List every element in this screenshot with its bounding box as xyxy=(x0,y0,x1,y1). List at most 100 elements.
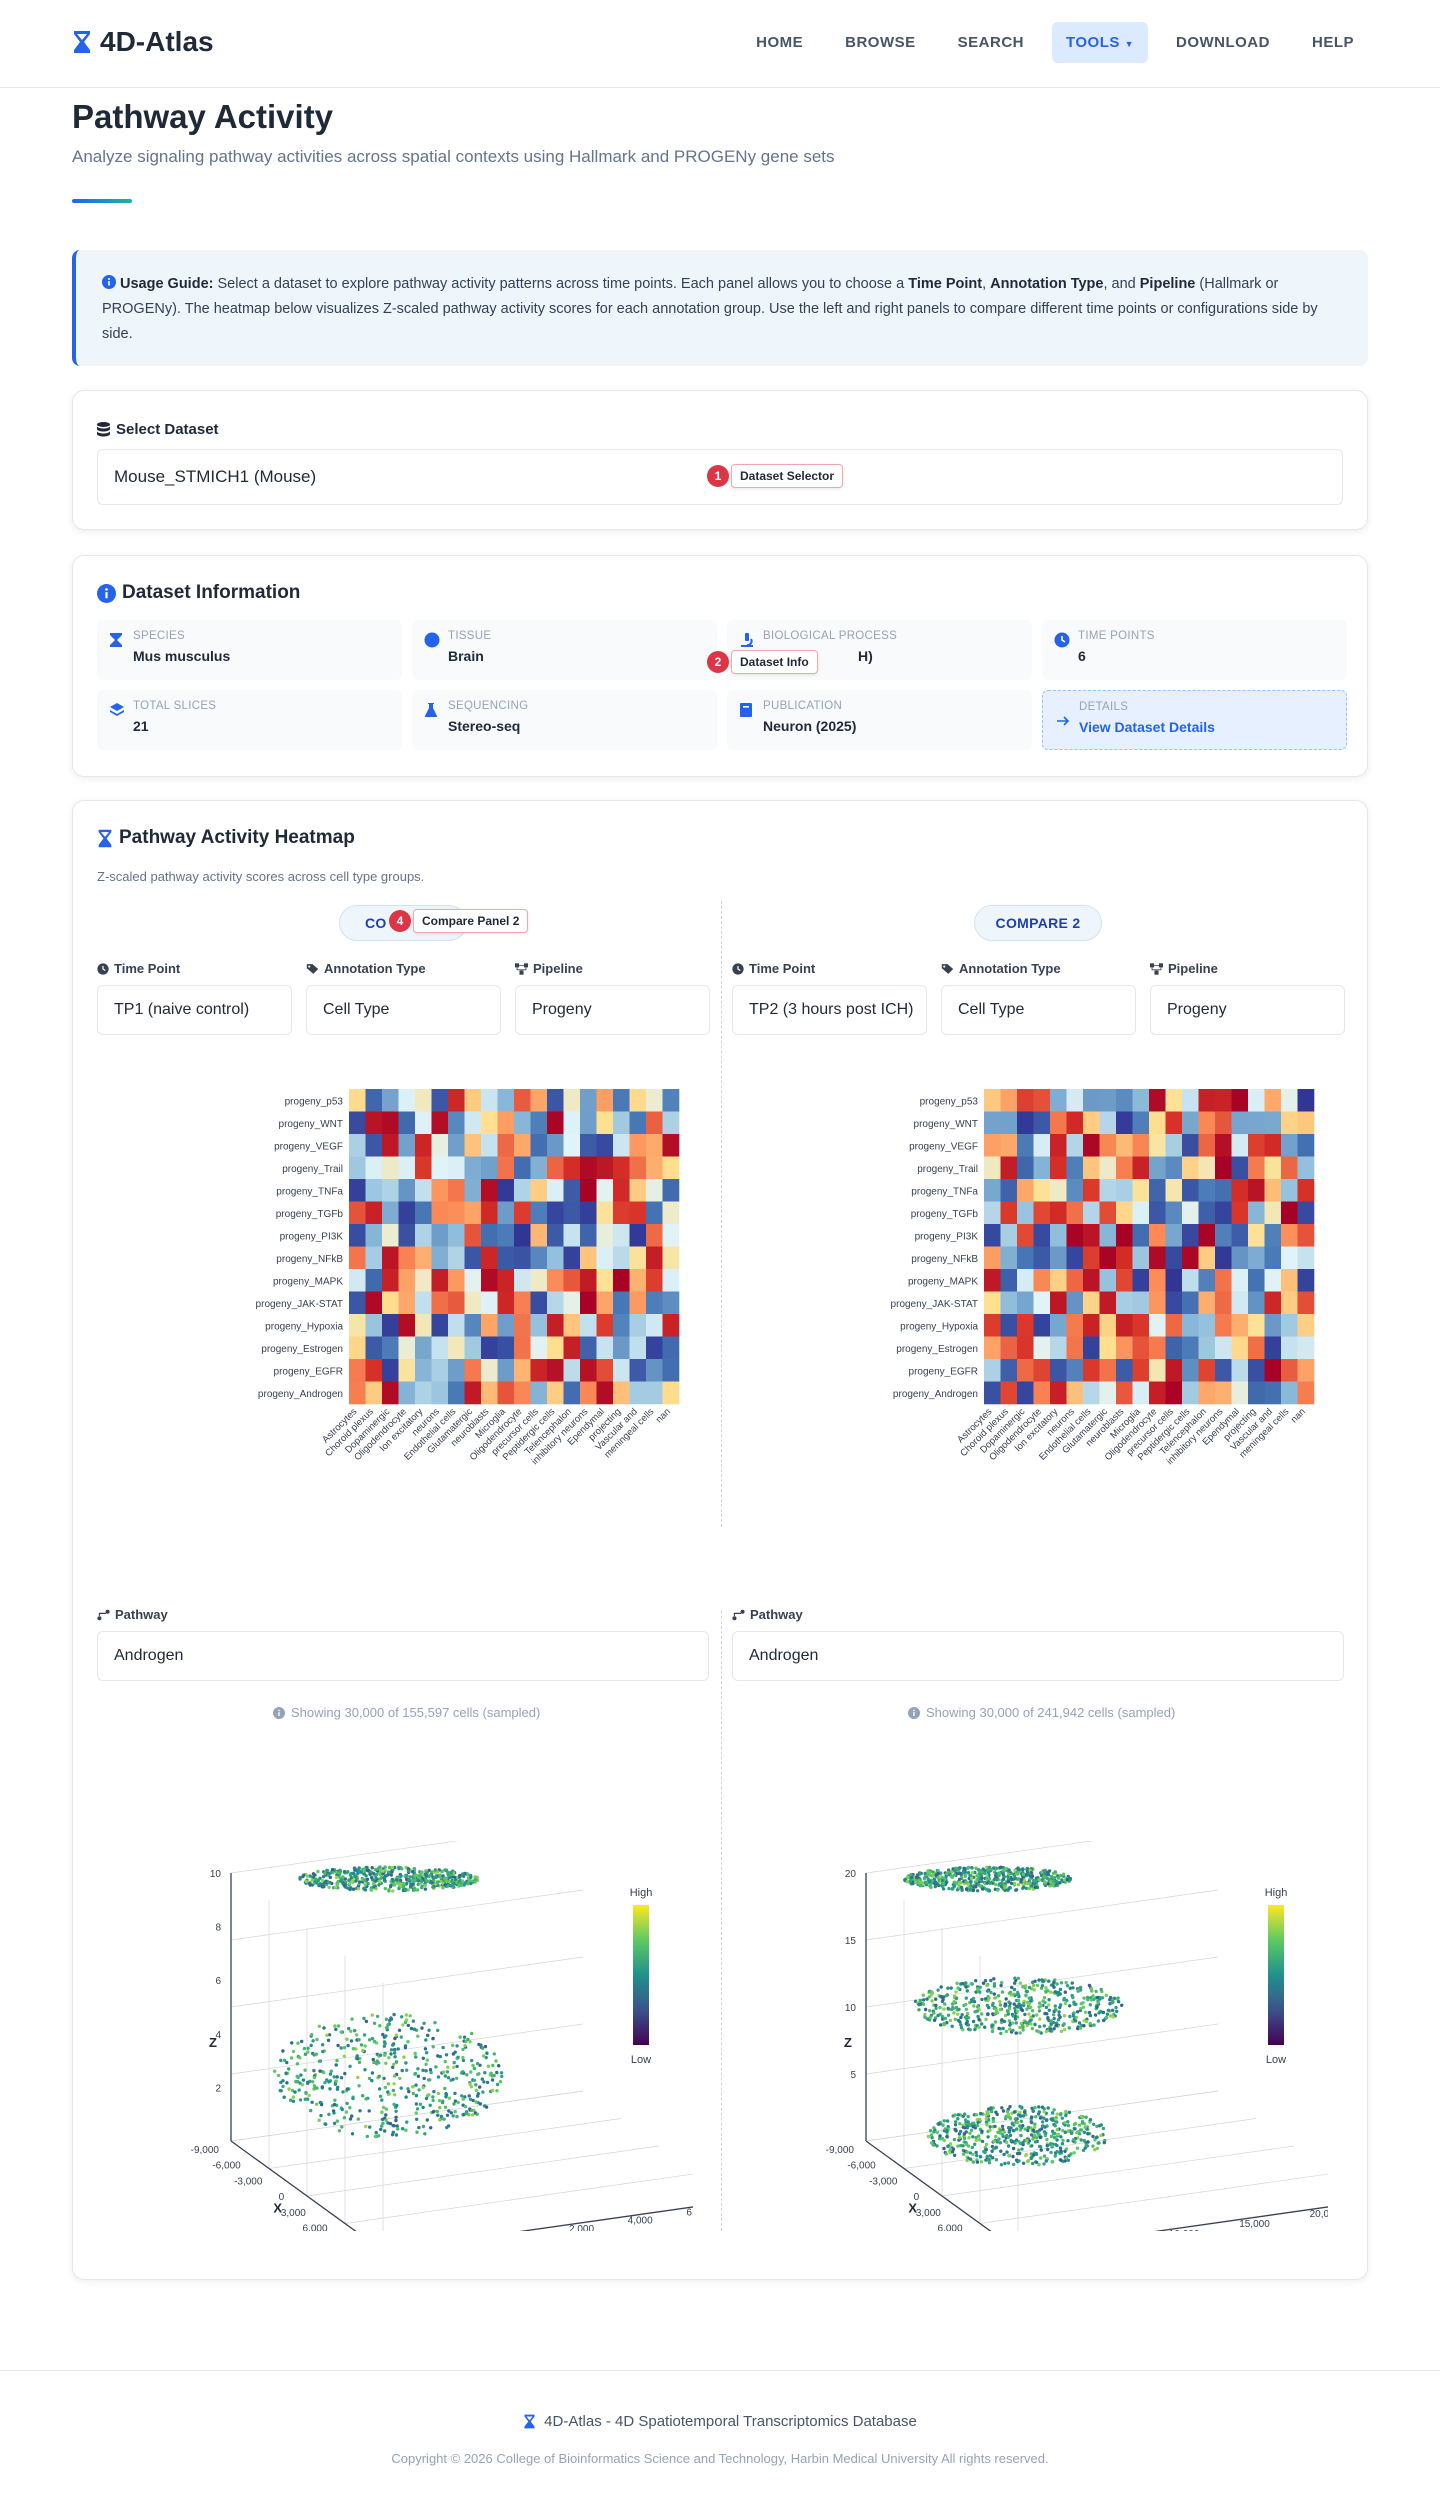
cell-point xyxy=(1049,2021,1053,2026)
tour-badge-dataset-selector[interactable]: 1 Dataset Selector xyxy=(707,464,844,488)
cell-point xyxy=(424,2096,429,2101)
heatmap-cell xyxy=(1132,1314,1150,1337)
right-3d-scatter[interactable]: 2015105-9,000-6,000-3,00003,0006,0009,00… xyxy=(748,1841,1328,2231)
cell-point xyxy=(419,1879,423,1883)
heatmap-cell xyxy=(365,1156,383,1180)
heatmap-cell xyxy=(530,1134,548,1157)
heatmap-cell xyxy=(431,1359,449,1382)
heatmap-cell xyxy=(514,1359,531,1382)
cell-point xyxy=(433,2021,437,2025)
left-timepoint-select[interactable]: TP1 (naive control) xyxy=(97,985,292,1035)
cell-point xyxy=(949,1986,953,1990)
cell-point xyxy=(317,2059,322,2063)
cell-point xyxy=(1043,1868,1047,1873)
nav-home[interactable]: HOME xyxy=(756,34,804,51)
cell-point xyxy=(946,2144,950,2148)
nav-help[interactable]: HELP xyxy=(1311,34,1354,51)
left-pathway-select[interactable]: Androgen xyxy=(97,1631,709,1681)
cell-point xyxy=(348,1873,352,1877)
cell-point xyxy=(1013,2117,1018,2121)
heatmap-cell xyxy=(613,1134,630,1157)
cell-point xyxy=(1046,1882,1050,1886)
cell-point xyxy=(991,2003,995,2007)
heatmap-cell xyxy=(1281,1359,1298,1382)
tour-badge-dataset-info[interactable]: 2 Dataset Info xyxy=(707,650,818,674)
left-annotation-select[interactable]: Cell Type xyxy=(306,985,501,1035)
compare-2-button[interactable]: COMPARE 2 xyxy=(974,905,1102,941)
cell-point xyxy=(375,2062,379,2066)
right-pipeline-select[interactable]: Progeny xyxy=(1150,985,1345,1035)
nav-tools[interactable]: TOOLS ▼ xyxy=(1051,22,1148,63)
cell-point xyxy=(1061,1872,1066,1876)
cell-point xyxy=(1099,2133,1103,2138)
cell-point xyxy=(1095,2005,1099,2009)
view-dataset-details-link[interactable]: DETAILS View Dataset Details xyxy=(1042,690,1347,750)
cell-point xyxy=(471,2063,475,2068)
cell-point xyxy=(1078,2007,1083,2011)
heatmap-cell xyxy=(398,1179,416,1202)
heatmap-cell xyxy=(1033,1089,1051,1112)
heatmap-cell xyxy=(365,1134,383,1157)
cell-point xyxy=(1007,2154,1011,2158)
cell-point xyxy=(476,2072,480,2077)
nav-download[interactable]: DOWNLOAD xyxy=(1175,34,1270,51)
cell-point xyxy=(438,1873,442,1877)
cell-point xyxy=(997,1871,1001,1875)
nav-search[interactable]: SEARCH xyxy=(957,34,1024,51)
heatmap-cell xyxy=(629,1336,647,1360)
info-publication: PUBLICATION Neuron (2025) xyxy=(727,690,1032,750)
heatmap-cell xyxy=(365,1269,383,1292)
cell-point xyxy=(351,1887,356,1891)
heatmap-cell xyxy=(431,1201,449,1225)
heatmap-cell xyxy=(1000,1134,1018,1157)
cell-point xyxy=(404,2128,408,2132)
cell-point xyxy=(309,2043,313,2048)
cell-point xyxy=(470,2108,474,2113)
heatmap-cell xyxy=(448,1359,465,1382)
heatmap-cell xyxy=(613,1111,630,1135)
right-pathway-select[interactable]: Androgen xyxy=(732,1631,1344,1681)
y-tick-label: 4,000 xyxy=(628,2216,653,2227)
cell-point xyxy=(986,2012,990,2016)
cell-point xyxy=(1042,1880,1047,1884)
cell-point xyxy=(279,2058,283,2063)
heatmap-cell xyxy=(984,1269,1001,1292)
cell-point xyxy=(304,1879,308,1884)
tour-badge-compare-panel-2[interactable]: 4 Compare Panel 2 xyxy=(389,909,529,933)
heatmap-row-label: progeny_Hypoxia xyxy=(265,1321,343,1332)
left-3d-scatter[interactable]: 108642-9,000-6,000-3,00003,0006,0009,000… xyxy=(113,1841,693,2231)
right-timepoint-select[interactable]: TP2 (3 hours post ICH) xyxy=(732,985,927,1035)
cell-point xyxy=(436,2054,440,2058)
cell-point xyxy=(972,1885,976,1889)
right-annotation-select[interactable]: Cell Type xyxy=(941,985,1136,1035)
select-value: Androgen xyxy=(114,1647,184,1664)
brand-logo[interactable]: 4D-Atlas xyxy=(72,26,214,58)
nav-browse[interactable]: BROWSE xyxy=(845,34,916,51)
heatmap-cell xyxy=(662,1291,680,1315)
cell-point xyxy=(1025,2138,1029,2143)
cell-point xyxy=(301,2078,306,2082)
heatmap-cell xyxy=(415,1201,432,1225)
cell-point xyxy=(350,2017,354,2021)
heatmap-cell xyxy=(1083,1246,1100,1270)
heatmap-column-label: nan xyxy=(1289,1406,1308,1425)
cell-point xyxy=(425,2058,429,2062)
heatmap-cell xyxy=(1281,1336,1298,1360)
cell-point xyxy=(952,2137,957,2142)
cell-point xyxy=(410,1878,414,1883)
dataset-select[interactable]: Mouse_STMICH1 (Mouse) xyxy=(97,449,1343,505)
cell-point xyxy=(934,1873,938,1877)
heatmap-cell xyxy=(464,1179,482,1202)
cell-point xyxy=(991,2116,995,2121)
heatmap-cell xyxy=(580,1089,597,1112)
left-pipeline-select[interactable]: Progeny xyxy=(515,985,710,1035)
footer-brand-text: 4D-Atlas - 4D Spatiotemporal Transcripto… xyxy=(544,2413,917,2430)
cell-point xyxy=(421,2124,426,2129)
cell-point xyxy=(1011,2146,1016,2151)
cell-point xyxy=(1086,2140,1090,2144)
cell-point xyxy=(1092,2023,1096,2027)
cell-point xyxy=(957,2007,961,2012)
database-icon xyxy=(97,422,110,437)
cell-point xyxy=(928,2129,933,2133)
heatmap-cell xyxy=(563,1089,581,1112)
